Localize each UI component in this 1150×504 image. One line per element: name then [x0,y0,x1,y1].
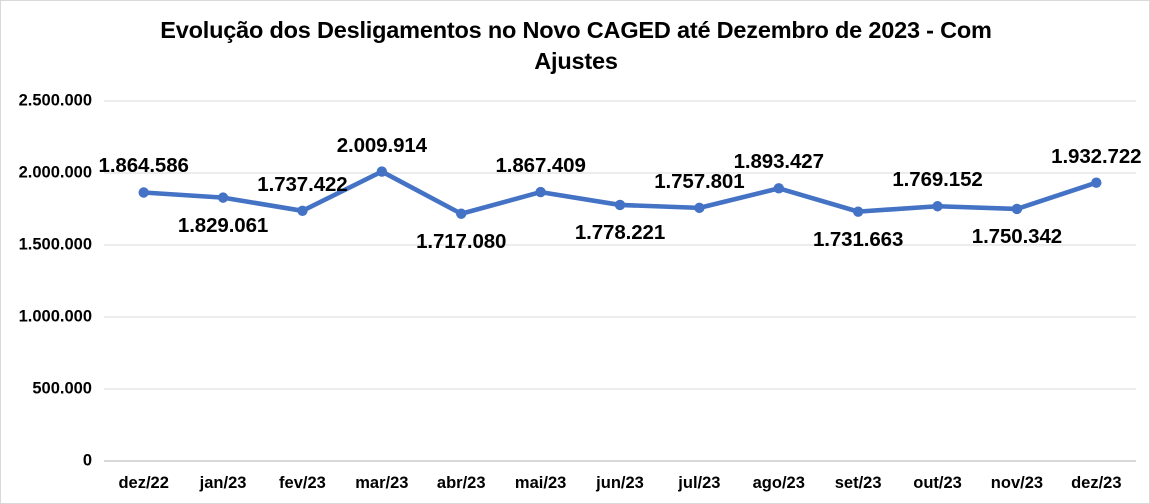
data-point-markers [138,166,1102,219]
data-point-marker [376,166,388,177]
data-point-label: 1.778.221 [574,220,666,244]
data-point-marker [852,206,864,217]
value-axis-tick-label: 1.000.000 [18,307,92,326]
data-point-marker [773,183,784,194]
data-point-label: 1.731.663 [812,227,904,251]
category-axis-tick-label: fev/23 [279,474,326,492]
data-point-marker [1091,177,1102,188]
category-axis-tick-label: jun/23 [596,474,644,492]
chart-title: Evolução dos Desligamentos no Novo CAGED… [121,15,1031,78]
category-axis-tick-label: jul/23 [678,474,721,492]
category-axis-tick-label: dez/22 [118,474,169,492]
chart-title-line-2: Ajustes [534,48,618,75]
category-axis-tick-label: out/23 [913,474,962,492]
category-axis-tick-label: dez/23 [1071,474,1122,492]
data-point-label: 1.829.061 [177,213,269,237]
category-axis-tick-label: mai/23 [514,474,567,492]
data-point-label: 1.717.080 [416,229,507,253]
data-point-marker [217,192,229,203]
value-axis-tick-label: 0 [82,451,92,470]
chart-title-line-1: Evolução dos Desligamentos no Novo CAGED… [160,17,992,43]
data-point-marker [138,187,149,198]
data-point-label: 1.864.586 [98,154,189,178]
value-axis-tick-label: 500.000 [32,379,92,398]
data-point-label: 1.750.342 [971,224,1063,248]
category-axis-tick-label: ago/23 [752,474,805,492]
data-point-marker [297,205,308,217]
data-point-marker [535,186,546,198]
data-point-label: 1.757.801 [654,169,745,193]
data-point-marker [932,201,943,212]
data-point-label: 1.737.422 [257,172,348,196]
category-axis-tick-label: mar/23 [355,474,409,492]
data-point-label: 2.009.914 [336,133,427,157]
data-point-label: 1.893.427 [733,150,824,174]
value-axis-tick-label: 2.000.000 [18,163,92,182]
data-point-marker [1011,203,1023,215]
data-point-label: 1.867.409 [495,154,586,178]
category-axis-tick-label: nov/23 [990,474,1044,492]
data-point-marker [694,202,705,214]
category-axis-tick-label: abr/23 [436,474,486,492]
gridlines-group [104,100,1136,390]
data-point-label: 1.769.152 [892,168,983,192]
category-axis-tick-label: set/23 [834,474,882,492]
value-axis-tick-label: 2.500.000 [18,91,92,110]
category-axis-tick-label: jan/23 [199,474,247,492]
data-point-marker [614,199,626,211]
data-point-marker [456,208,467,219]
value-axis-tick-label: 1.500.000 [18,235,92,254]
data-point-label: 1.932.722 [1051,144,1142,168]
